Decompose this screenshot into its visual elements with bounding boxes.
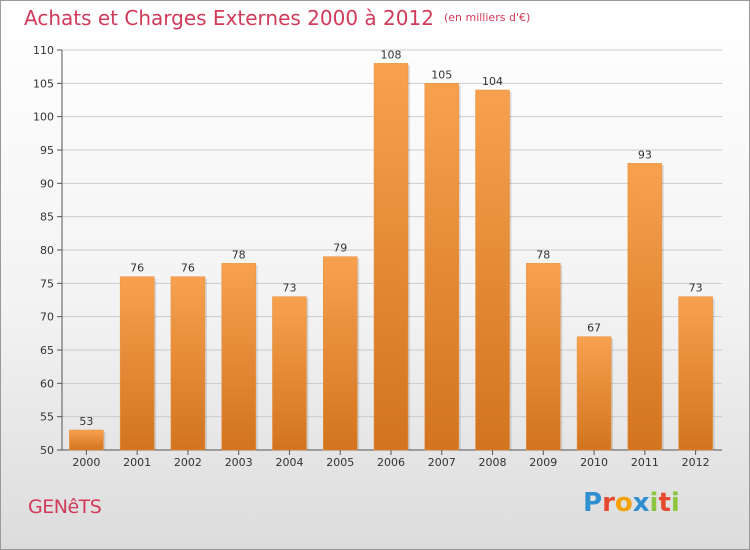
y-tick-label: 110 xyxy=(33,44,54,57)
bar-2007 xyxy=(424,83,460,451)
x-tick-label: 2005 xyxy=(326,456,354,469)
y-tick-label: 95 xyxy=(40,144,54,157)
bar-2012 xyxy=(678,296,713,451)
bar-2000 xyxy=(69,429,104,451)
bar-value-label: 78 xyxy=(536,248,550,261)
bar-value-label: 105 xyxy=(431,68,452,81)
y-tick-label: 105 xyxy=(33,77,54,90)
y-tick-label: 85 xyxy=(40,211,54,224)
x-tick-label: 2003 xyxy=(225,456,253,469)
bar-2005 xyxy=(322,256,358,451)
y-tick-label: 65 xyxy=(40,344,54,357)
x-tick-label: 2009 xyxy=(529,456,557,469)
logo-letter: P xyxy=(583,488,603,518)
y-tick-label: 80 xyxy=(40,244,54,257)
logo-letter: i xyxy=(670,488,680,518)
bar-2001 xyxy=(119,276,155,451)
x-tick-label: 2001 xyxy=(123,456,151,469)
bar-value-label: 76 xyxy=(181,262,195,275)
x-tick-label: 2010 xyxy=(580,456,608,469)
bar-value-label: 76 xyxy=(130,262,144,275)
x-tick-label: 2006 xyxy=(377,456,405,469)
y-tick-label: 70 xyxy=(40,311,54,324)
labels: 50 55 60 65 70 75 80 85 90 95 100 105 110 53 2000 76 200… xyxy=(33,44,710,469)
logo-letter: o xyxy=(614,488,633,518)
bar-value-label: 73 xyxy=(282,282,296,295)
bar-value-label: 53 xyxy=(79,415,93,428)
chart-title-block: Achats et Charges Externes 2000 à 2012 (e… xyxy=(24,6,530,30)
bar-2011 xyxy=(627,163,663,451)
y-tick-label: 90 xyxy=(40,177,54,190)
x-tick-label: 2007 xyxy=(428,456,456,469)
bar-value-label: 108 xyxy=(381,48,402,61)
chart-title: Achats et Charges Externes 2000 à 2012 xyxy=(24,6,434,30)
x-tick-label: 2002 xyxy=(174,456,202,469)
y-tick-label: 100 xyxy=(33,111,54,124)
bar-2009 xyxy=(526,263,561,451)
bar-2006 xyxy=(373,63,409,451)
bar-2004 xyxy=(272,296,307,451)
logo-letter: t xyxy=(658,488,671,518)
logo-letter: r xyxy=(602,488,615,518)
city-name: GENêTS xyxy=(28,496,102,518)
x-tick-label: 2011 xyxy=(631,456,659,469)
chart-subtitle: (en milliers d'€) xyxy=(443,11,531,24)
proxiti-logo: Proxiti xyxy=(583,488,680,518)
bar-2002 xyxy=(170,276,206,451)
x-tick-label: 2008 xyxy=(479,456,507,469)
bar-value-label: 104 xyxy=(482,75,503,88)
bar-value-label: 78 xyxy=(232,248,246,261)
bar-2003 xyxy=(221,263,256,451)
y-tick-label: 50 xyxy=(40,444,54,457)
bar-2008 xyxy=(475,89,510,451)
logo-letter: i xyxy=(649,488,659,518)
x-tick-label: 2004 xyxy=(275,456,303,469)
bar-value-label: 73 xyxy=(689,282,703,295)
bars xyxy=(69,63,715,451)
bar-2010 xyxy=(576,336,612,451)
logo-letter: x xyxy=(632,488,650,518)
y-tick-label: 60 xyxy=(40,377,54,390)
bar-value-label: 79 xyxy=(333,242,347,255)
bar-value-label: 67 xyxy=(587,322,601,335)
x-tick-label: 2012 xyxy=(682,456,710,469)
x-tick-label: 2000 xyxy=(72,456,100,469)
y-tick-label: 75 xyxy=(40,277,54,290)
bar-value-label: 93 xyxy=(638,148,652,161)
y-tick-label: 55 xyxy=(40,411,54,424)
